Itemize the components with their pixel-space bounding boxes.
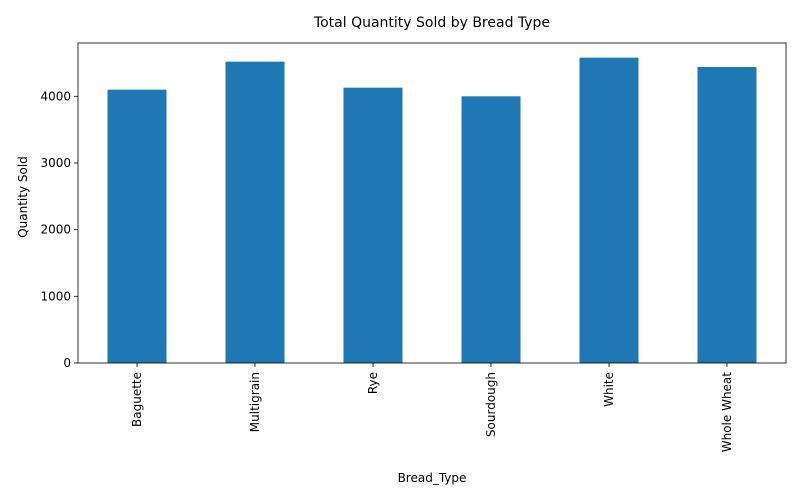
x-tick-label: Rye [366, 372, 380, 394]
x-tick-label: Baguette [130, 372, 144, 427]
x-tick-label: Whole Wheat [720, 372, 734, 453]
bar [225, 61, 285, 364]
plot-area: 0 1000 2000 3000 4000 Baguette Multigrain Rye So… [40, 42, 787, 453]
y-tick-label: 3000 [40, 156, 71, 170]
x-tick-label: Sourdough [484, 372, 498, 437]
x-tick-label: White [602, 372, 616, 407]
bar [697, 67, 757, 363]
y-tick-label: 1000 [40, 289, 71, 303]
y-tick-label: 2000 [40, 223, 71, 237]
x-tick-label: Multigrain [248, 372, 262, 432]
y-tick-label: 0 [63, 356, 71, 370]
y-axis-label: Quantity Sold [16, 156, 30, 238]
bar [579, 57, 639, 364]
y-tick-label: 4000 [40, 89, 71, 103]
plot-frame [77, 42, 787, 364]
bar [343, 87, 403, 364]
chart-title: Total Quantity Sold by Bread Type [313, 15, 550, 31]
x-axis-label: Bread_Type [398, 471, 467, 485]
bar [107, 89, 167, 364]
bar [461, 96, 521, 363]
